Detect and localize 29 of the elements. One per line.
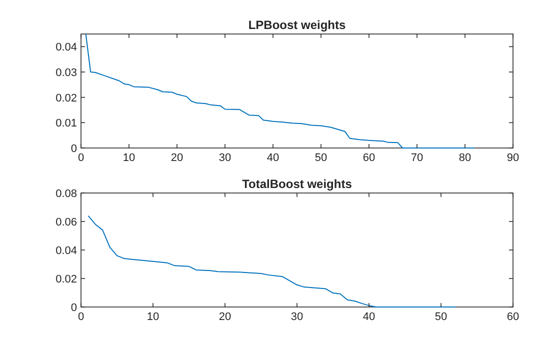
- y-tick-label: 0.06: [56, 216, 77, 228]
- x-tick-label: 10: [122, 152, 136, 164]
- x-tick-label: 40: [362, 311, 376, 323]
- x-tick-label: 90: [506, 152, 520, 164]
- x-tick-label: 40: [266, 152, 280, 164]
- y-tick-label: 0: [70, 302, 77, 314]
- x-tick-label: 20: [218, 311, 232, 323]
- x-tick-label: 60: [362, 152, 376, 164]
- x-tick-label: 80: [458, 152, 472, 164]
- x-tick-label: 60: [506, 311, 520, 323]
- y-tick-label: 0.01: [56, 118, 77, 130]
- y-tick-label: 0.08: [56, 188, 77, 200]
- x-tick-label: 20: [170, 152, 184, 164]
- line-series: [88, 215, 456, 308]
- y-tick-label: 0.03: [56, 67, 77, 79]
- y-tick-label: 0: [70, 143, 77, 155]
- chart-title: LPBoost weights: [248, 18, 346, 32]
- x-tick-label: 50: [314, 152, 328, 164]
- y-tick-label: 0.04: [56, 245, 77, 257]
- x-tick-label: 50: [434, 311, 448, 323]
- x-tick-label: 30: [290, 311, 304, 323]
- x-tick-label: 70: [410, 152, 424, 164]
- x-tick-label: 10: [146, 311, 160, 323]
- line-series: [85, 34, 476, 148]
- x-tick-label: 30: [218, 152, 232, 164]
- y-tick-label: 0.02: [56, 274, 77, 286]
- y-tick-label: 0.04: [56, 42, 77, 54]
- chart-title: TotalBoost weights: [242, 177, 352, 191]
- y-tick-label: 0.02: [56, 92, 77, 104]
